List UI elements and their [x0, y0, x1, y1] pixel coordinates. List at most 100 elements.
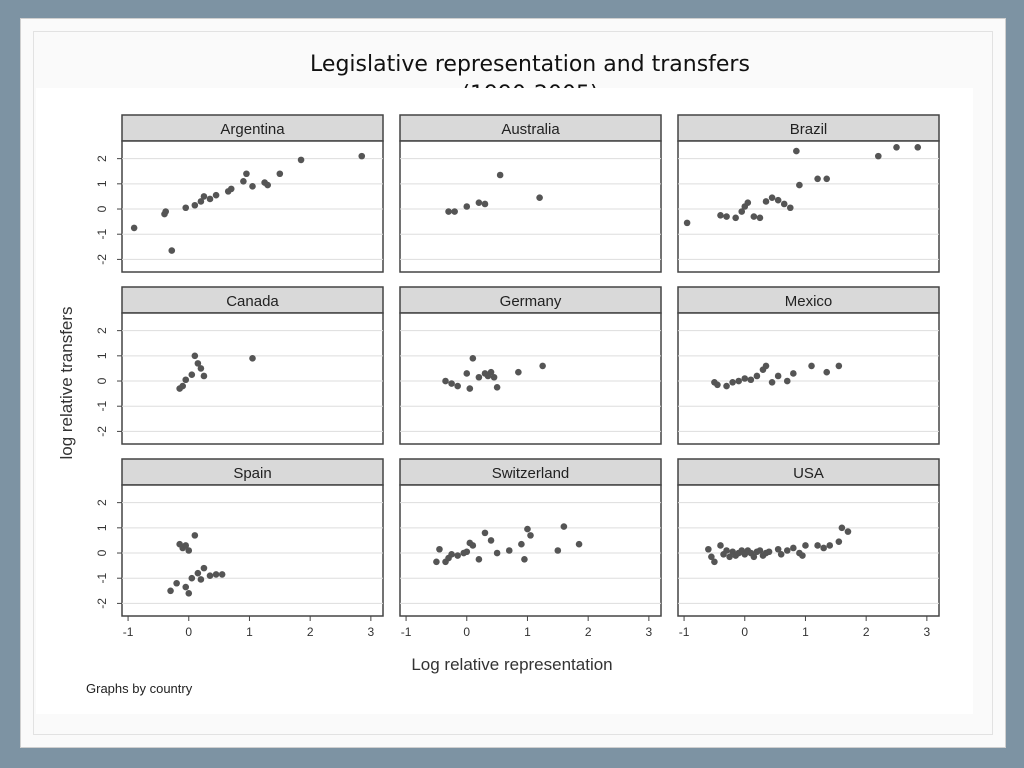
- data-point-switzerland: [524, 525, 531, 533]
- data-point-usa: [705, 545, 712, 553]
- data-point-switzerland: [436, 545, 443, 553]
- data-point-spain: [182, 542, 190, 549]
- data-point-switzerland: [527, 532, 534, 539]
- data-point-mexico: [808, 362, 815, 370]
- data-point-spain: [167, 587, 174, 595]
- panel-plot-area-germany: [399, 312, 662, 445]
- x-tick-label: 3: [646, 625, 653, 639]
- data-point-argentina: [168, 247, 176, 254]
- data-point-australia: [451, 208, 458, 215]
- data-point-canada: [197, 365, 205, 372]
- y-tick-label: -2: [95, 254, 109, 265]
- data-point-australia: [475, 199, 483, 207]
- data-point-switzerland: [560, 523, 568, 530]
- data-point-spain: [194, 569, 202, 577]
- data-point-argentina: [243, 170, 250, 178]
- panel-title-spain: Spain: [233, 465, 271, 482]
- x-tick-label: 1: [524, 625, 531, 639]
- panel-plot-area-usa: [677, 484, 940, 617]
- data-point-spain: [218, 571, 226, 578]
- data-point-argentina: [130, 224, 138, 232]
- data-point-mexico: [762, 362, 770, 370]
- data-point-switzerland: [448, 550, 455, 558]
- data-point-usa: [783, 547, 791, 554]
- x-tick-label: 2: [307, 625, 314, 639]
- panel-strip-switzerland: [399, 458, 662, 486]
- y-tick-label: 2: [95, 155, 109, 162]
- y-tick-label: -1: [95, 229, 109, 240]
- data-point-switzerland: [433, 558, 440, 566]
- panel-title-switzerland: Switzerland: [492, 465, 570, 482]
- data-point-spain: [191, 532, 199, 539]
- data-point-mexico: [768, 378, 776, 386]
- data-point-germany: [463, 370, 471, 377]
- data-point-brazil: [796, 181, 803, 189]
- data-point-spain: [188, 574, 196, 582]
- panel-plot-area-argentina: [121, 140, 384, 273]
- panel-plot-area-spain: [121, 484, 384, 617]
- data-point-brazil: [732, 214, 739, 222]
- y-tick-label: 2: [95, 499, 109, 506]
- data-point-germany: [448, 380, 455, 387]
- data-point-usa: [826, 542, 834, 549]
- data-point-switzerland: [554, 547, 562, 554]
- data-point-brazil: [717, 212, 724, 219]
- y-tick-label: 2: [95, 327, 109, 334]
- data-point-argentina: [264, 181, 271, 189]
- panel-plot-area-canada: [121, 312, 384, 445]
- data-point-mexico: [729, 378, 736, 386]
- data-point-germany: [475, 373, 483, 381]
- data-point-canada: [194, 360, 202, 367]
- data-point-argentina: [206, 195, 214, 203]
- data-point-germany: [442, 377, 449, 385]
- x-tick-label: -1: [123, 625, 134, 639]
- y-tick-label: 0: [95, 377, 109, 384]
- data-point-germany: [454, 382, 461, 390]
- data-point-argentina: [182, 204, 190, 212]
- data-point-spain: [173, 579, 180, 587]
- data-point-argentina: [249, 183, 256, 190]
- panel-strip-argentina: [121, 114, 384, 142]
- data-point-canada: [200, 372, 208, 380]
- y-tick-label: 0: [95, 205, 109, 212]
- x-tick-label: 3: [924, 625, 931, 639]
- x-tick-label: 0: [463, 625, 470, 639]
- data-point-brazil: [814, 175, 821, 183]
- data-point-usa: [723, 547, 730, 554]
- panel-title-germany: Germany: [500, 293, 562, 310]
- data-point-usa: [838, 524, 846, 532]
- panel-plot-area-switzerland: [399, 484, 662, 617]
- data-point-usa: [717, 542, 724, 549]
- x-tick-label: 1: [246, 625, 253, 639]
- y-tick-label: 0: [95, 549, 109, 556]
- data-point-usa: [777, 550, 785, 558]
- y-tick-label: -2: [95, 426, 109, 437]
- data-point-brazil: [756, 214, 764, 222]
- data-point-canada: [182, 376, 190, 384]
- panel-plot-area-australia: [399, 140, 662, 273]
- data-point-australia: [536, 194, 543, 201]
- data-point-usa: [765, 548, 773, 556]
- data-point-mexico: [735, 377, 742, 385]
- panel-spain: Spain: [117, 458, 384, 621]
- y-tick-label: -1: [95, 573, 109, 584]
- data-point-australia: [481, 200, 489, 208]
- panel-title-australia: Australia: [501, 121, 560, 138]
- y-tick-label: -2: [95, 598, 109, 609]
- panel-brazil: Brazil: [677, 114, 940, 273]
- y-tick-label: 1: [95, 524, 109, 531]
- data-point-switzerland: [575, 540, 583, 548]
- data-point-canada: [179, 382, 186, 390]
- data-point-usa: [750, 553, 758, 561]
- data-point-argentina: [297, 156, 305, 164]
- data-point-brazil: [750, 213, 758, 220]
- data-point-switzerland: [518, 540, 525, 548]
- data-point-australia: [463, 203, 471, 210]
- data-point-argentina: [227, 185, 235, 193]
- data-point-mexico: [783, 377, 791, 385]
- panel-title-mexico: Mexico: [785, 293, 833, 310]
- data-point-germany: [493, 384, 501, 391]
- data-point-mexico: [790, 370, 797, 377]
- data-point-australia: [496, 171, 504, 179]
- data-point-mexico: [741, 375, 749, 382]
